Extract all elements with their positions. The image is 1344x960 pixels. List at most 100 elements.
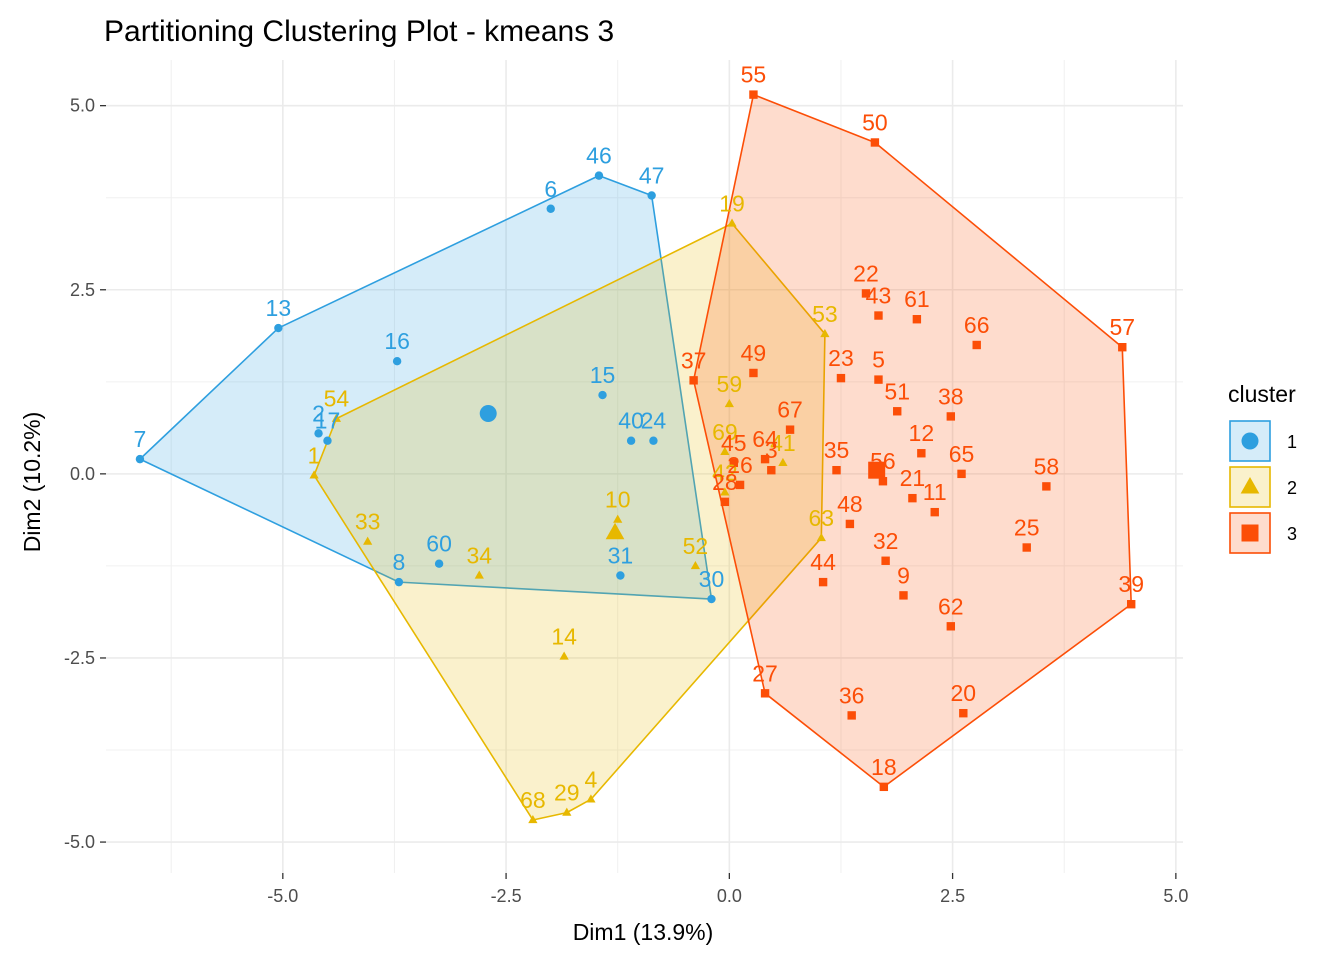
legend-marker-3 [1241, 524, 1259, 542]
point-label: 19 [719, 190, 745, 216]
data-point [331, 413, 342, 422]
point-label: 7 [134, 426, 147, 452]
data-point [832, 465, 841, 475]
point-label: 33 [355, 509, 381, 535]
point-label: 34 [466, 542, 492, 568]
data-point [689, 376, 698, 385]
data-point [912, 315, 922, 324]
point-label: 62 [938, 593, 964, 619]
data-point [274, 323, 283, 333]
point-label: 67 [777, 397, 803, 423]
point-label: 57 [1109, 314, 1135, 340]
point-label: 42 [712, 459, 738, 485]
data-point [881, 556, 890, 565]
data-point [816, 532, 826, 542]
point-label: 35 [824, 437, 850, 463]
point-label: 26 [727, 452, 753, 478]
data-point [546, 204, 555, 213]
data-point [893, 407, 902, 416]
data-point [720, 446, 730, 455]
point-label: 20 [951, 680, 977, 706]
legend-title: cluster [1228, 381, 1296, 407]
y-tick-label: -5.0 [64, 832, 95, 852]
data-point [1022, 543, 1031, 552]
cluster-centroids [479, 404, 886, 540]
data-point [735, 480, 745, 490]
point-label: 22 [853, 260, 879, 286]
data-point [874, 375, 883, 384]
point-label: 24 [641, 408, 667, 434]
data-point [957, 469, 966, 479]
point-label: 16 [384, 328, 410, 354]
point-label: 15 [590, 362, 616, 388]
data-point [434, 559, 444, 568]
y-tick-label: 2.5 [70, 280, 95, 300]
point-label: 10 [605, 487, 631, 513]
data-point [135, 454, 145, 464]
point-label: 28 [712, 469, 738, 495]
point-label: 49 [741, 340, 767, 366]
data-point [528, 815, 538, 824]
point-label: 4 [585, 766, 598, 792]
point-label: 63 [809, 505, 835, 531]
point-label: 1 [308, 442, 321, 468]
x-tick-label: 2.5 [940, 886, 965, 906]
legend-marker-2 [1240, 476, 1260, 494]
axes: -5.0 -2.5 0.0 2.5 5.0 -5.0 -2.5 0.0 2.5 5.0 [64, 96, 1188, 906]
point-label: 9 [897, 562, 910, 588]
data-point [309, 470, 319, 479]
data-point [626, 436, 636, 445]
legend-marker-1 [1241, 432, 1259, 450]
data-point [778, 457, 788, 467]
data-point [690, 560, 701, 570]
data-point [314, 429, 323, 438]
point-label: 14 [551, 623, 577, 649]
data-point [649, 436, 658, 445]
point-label: 31 [608, 542, 634, 568]
y-tick-label: -2.5 [64, 648, 95, 668]
cluster-centroid-3 [868, 461, 886, 479]
data-point [878, 477, 888, 486]
cluster-centroid-1 [479, 404, 497, 422]
data-point [972, 340, 981, 350]
cluster-centroid-2 [605, 522, 625, 540]
data-point [836, 373, 846, 383]
data-point [749, 368, 758, 378]
point-label: 54 [324, 386, 350, 412]
x-tick-label: 5.0 [1163, 886, 1188, 906]
point-label: 2 [312, 400, 325, 426]
x-tick-label: -2.5 [491, 886, 522, 906]
data-point [899, 591, 908, 600]
point-label: 58 [1034, 453, 1060, 479]
point-label: 3 [765, 437, 778, 463]
legend-label-2: 2 [1287, 478, 1297, 498]
data-point [785, 425, 795, 434]
data-point [946, 622, 956, 631]
data-point [847, 711, 856, 720]
data-point [392, 356, 402, 366]
data-point [707, 594, 716, 604]
point-label: 36 [839, 682, 865, 708]
data-point [724, 398, 734, 408]
point-label: 21 [900, 465, 926, 491]
data-point [323, 436, 332, 445]
grid [106, 60, 1183, 873]
point-label: 23 [828, 345, 854, 371]
legend-label-3: 3 [1287, 524, 1297, 544]
data-point [930, 507, 939, 517]
data-point [394, 577, 404, 587]
point-label: 27 [752, 660, 778, 686]
point-label: 65 [949, 441, 975, 467]
data-point [874, 311, 883, 320]
data-point [613, 514, 623, 523]
data-point [720, 497, 730, 507]
data-point [946, 412, 956, 421]
cluster-hull-3 [692, 93, 1133, 788]
point-label: 66 [964, 312, 990, 338]
point-label: 5 [872, 347, 885, 373]
data-point [959, 708, 968, 718]
data-point [861, 289, 871, 298]
